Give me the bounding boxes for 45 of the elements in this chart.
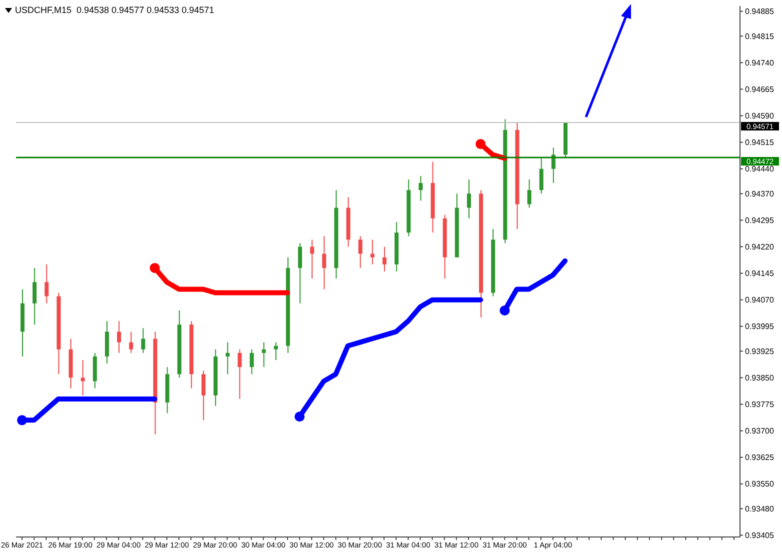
y-tick-label: 0.94885 [745, 7, 774, 16]
y-tick-label: 0.94815 [745, 32, 774, 41]
y-tick-label: 0.93850 [745, 374, 774, 383]
y-tick-label: 0.94070 [745, 296, 774, 305]
candlestick [129, 331, 134, 354]
candlestick [226, 342, 230, 375]
candlestick [274, 342, 278, 360]
y-tick-label: 0.93480 [745, 504, 774, 514]
candlestick [298, 242, 302, 304]
y-tick-label: 0.93775 [745, 400, 774, 410]
candlestick [358, 236, 362, 268]
y-tick-label: 0.94440 [745, 164, 774, 174]
candlestick [202, 370, 206, 421]
candlestick [551, 147, 556, 184]
y-tick-label: 0.94590 [745, 112, 774, 121]
candlestick [382, 246, 386, 272]
candlestick [117, 320, 122, 354]
y-tick-label: 0.94295 [745, 216, 774, 226]
y-tick-label: 0.93550 [745, 480, 774, 489]
candlestick [262, 342, 266, 368]
candlestick [44, 264, 49, 304]
candlestick [322, 236, 326, 290]
y-tick-label: 0.94145 [745, 269, 774, 278]
y-tick-label: 0.94515 [745, 138, 774, 148]
candlestick [32, 267, 37, 326]
y-tick-label: 0.93700 [745, 426, 774, 436]
candlestick [527, 178, 532, 208]
y-tick-label: 0.94740 [745, 58, 774, 68]
candlestick [310, 239, 314, 280]
candlestick [141, 328, 146, 354]
y-tick-label: 0.94220 [745, 242, 774, 252]
y-tick-label: 0.93925 [745, 346, 774, 356]
y-tick-label: 0.93405 [745, 531, 774, 540]
candlestick [418, 175, 423, 202]
candlestick [466, 178, 471, 219]
candlestick [250, 348, 254, 375]
candlestick [80, 360, 85, 396]
candlestick [539, 158, 544, 194]
y-tick-label: 0.94665 [745, 85, 774, 94]
y-tick-label: 0.93995 [745, 322, 774, 332]
chart-title: USDCHF,M15 0.94538 0.94577 0.94533 0.94571 [15, 5, 214, 15]
candlestick [370, 239, 374, 265]
y-tick-label: 0.94370 [745, 189, 774, 198]
y-tick-label: 0.93625 [745, 453, 774, 462]
candlestick [238, 348, 242, 400]
